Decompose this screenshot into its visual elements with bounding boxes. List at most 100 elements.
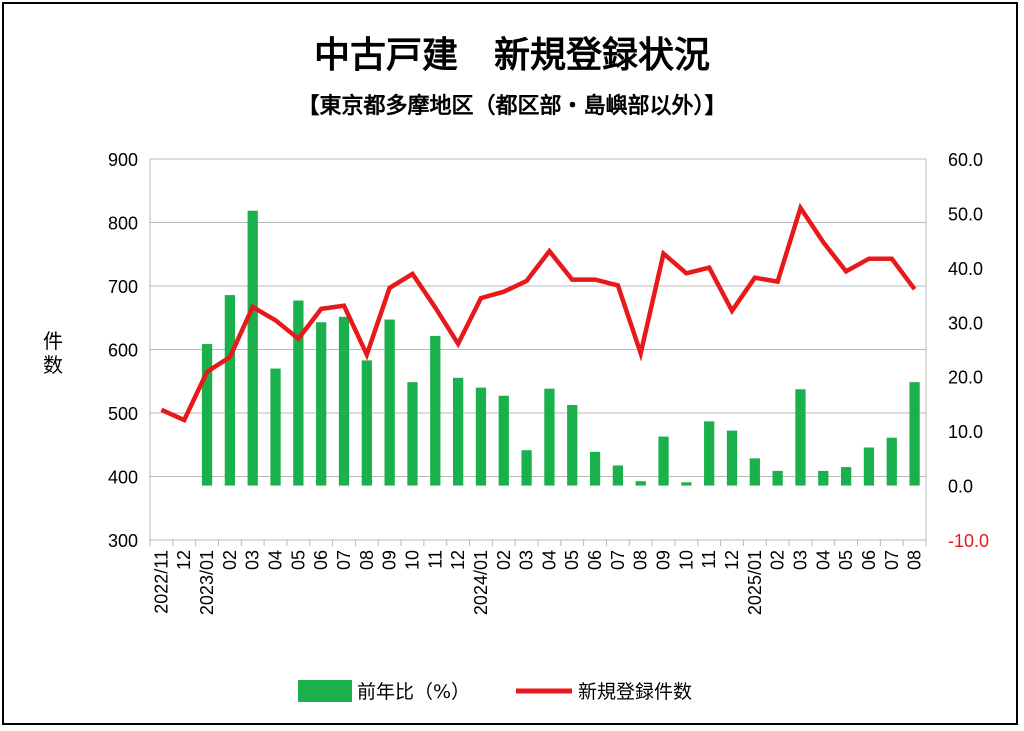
x-tick-label: 04 xyxy=(266,550,286,570)
bar xyxy=(886,437,897,486)
x-tick-label: 08 xyxy=(905,550,925,570)
x-tick-label: 2024/01 xyxy=(471,550,491,615)
bar xyxy=(658,436,669,486)
gridlines xyxy=(150,158,926,541)
x-tick-label: 03 xyxy=(243,550,263,570)
right-tick-label: 0.0 xyxy=(948,477,973,497)
bar xyxy=(407,382,418,486)
left-tick-label: 400 xyxy=(108,468,138,488)
left-tick-label: 900 xyxy=(108,150,138,170)
bar xyxy=(475,387,487,486)
bar xyxy=(772,470,783,486)
bar xyxy=(840,467,852,486)
bar xyxy=(818,470,829,486)
left-tick-label: 600 xyxy=(108,341,138,361)
bar xyxy=(589,451,601,486)
right-tick-label: 60.0 xyxy=(948,150,983,170)
x-tick-label: 06 xyxy=(585,550,605,570)
x-tick-label: 10 xyxy=(676,550,696,570)
legend-swatch-bar xyxy=(298,680,352,702)
right-tick-label: 20.0 xyxy=(948,368,983,388)
bar xyxy=(681,482,692,486)
left-tick-label: 700 xyxy=(108,277,138,297)
bar xyxy=(909,382,920,486)
x-tick-label: 04 xyxy=(539,550,559,570)
x-tick-label: 09 xyxy=(380,550,400,570)
right-tick-label: 30.0 xyxy=(948,313,983,333)
bar xyxy=(544,388,555,486)
left-axis-ticks: 900 800 700 600 500 400 300 xyxy=(108,150,138,551)
bar xyxy=(452,377,464,486)
bar xyxy=(293,300,304,486)
bar xyxy=(384,319,395,486)
bar xyxy=(224,295,236,486)
x-tick-label: 2025/01 xyxy=(745,550,765,615)
bar xyxy=(635,481,646,486)
x-tick-label: 05 xyxy=(562,550,582,570)
x-tick-label: 03 xyxy=(790,550,810,570)
right-tick-label: -10.0 xyxy=(948,531,989,551)
legend: 前年比（%） 新規登録件数 xyxy=(298,680,692,703)
x-axis-ticks: 2022/11 12 2023/01 02 03 04 05 06 07 08 09 10 11 12 20… xyxy=(151,550,924,615)
x-tick-label: 10 xyxy=(402,550,422,570)
x-tick-label: 04 xyxy=(813,550,833,570)
x-tick-label: 05 xyxy=(836,550,856,570)
x-tick-label: 07 xyxy=(334,550,354,570)
x-tick-label: 02 xyxy=(220,550,240,570)
x-tick-label: 05 xyxy=(288,550,308,570)
bar xyxy=(316,322,327,486)
left-axis-label-char: 件 xyxy=(43,329,63,353)
bar xyxy=(201,344,213,486)
axes xyxy=(149,159,927,546)
bar xyxy=(567,405,578,486)
left-axis-label-char: 数 xyxy=(43,353,63,377)
x-tick-label: 06 xyxy=(859,550,879,570)
x-tick-label: 2023/01 xyxy=(197,550,217,615)
legend-label-bar: 前年比（%） xyxy=(357,681,470,703)
legend-label-line: 新規登録件数 xyxy=(578,681,692,703)
x-tick-label: 02 xyxy=(768,550,788,570)
left-axis-label: 件数 xyxy=(43,329,63,377)
bar xyxy=(270,368,281,486)
chart-title: 中古戸建 新規登録状況 xyxy=(313,35,710,76)
bar xyxy=(726,430,738,486)
right-tick-label: 40.0 xyxy=(948,259,983,279)
bar xyxy=(704,421,715,486)
x-tick-label: 08 xyxy=(631,550,651,570)
left-tick-label: 800 xyxy=(108,214,138,234)
x-tick-label: 03 xyxy=(517,550,537,570)
left-tick-label: 500 xyxy=(108,404,138,424)
x-tick-label: 07 xyxy=(882,550,902,570)
x-tick-label: 06 xyxy=(311,550,331,570)
line-path xyxy=(160,202,917,423)
bar xyxy=(795,389,806,486)
x-tick-label: 12 xyxy=(174,550,194,570)
chart-subtitle: 【東京都多摩地区（都区部・島嶼部以外）】 xyxy=(297,94,727,119)
right-tick-label: 50.0 xyxy=(948,204,983,224)
x-tick-label: 11 xyxy=(699,550,719,569)
bar xyxy=(247,210,258,486)
left-tick-label: 300 xyxy=(108,531,138,551)
x-tick-label: 12 xyxy=(448,550,468,570)
bar xyxy=(430,335,441,486)
bar-series xyxy=(201,210,920,486)
x-tick-label: 12 xyxy=(722,550,742,570)
bar xyxy=(361,360,372,486)
bar xyxy=(863,447,875,486)
x-tick-label: 02 xyxy=(494,550,514,570)
x-tick-label: 07 xyxy=(608,550,628,570)
line-series xyxy=(160,202,917,423)
bar xyxy=(749,458,760,486)
right-axis-ticks: 60.0 50.0 40.0 30.0 20.0 10.0 0.0 -10.0 xyxy=(948,150,989,551)
x-tick-label: 08 xyxy=(357,550,377,570)
bar xyxy=(612,465,624,486)
bar xyxy=(338,316,350,486)
bar xyxy=(498,395,509,486)
bar xyxy=(521,450,532,486)
x-tick-label: 2022/11 xyxy=(151,550,171,614)
x-tick-label: 09 xyxy=(654,550,674,570)
x-tick-label: 11 xyxy=(425,550,445,569)
right-tick-label: 10.0 xyxy=(948,422,983,442)
